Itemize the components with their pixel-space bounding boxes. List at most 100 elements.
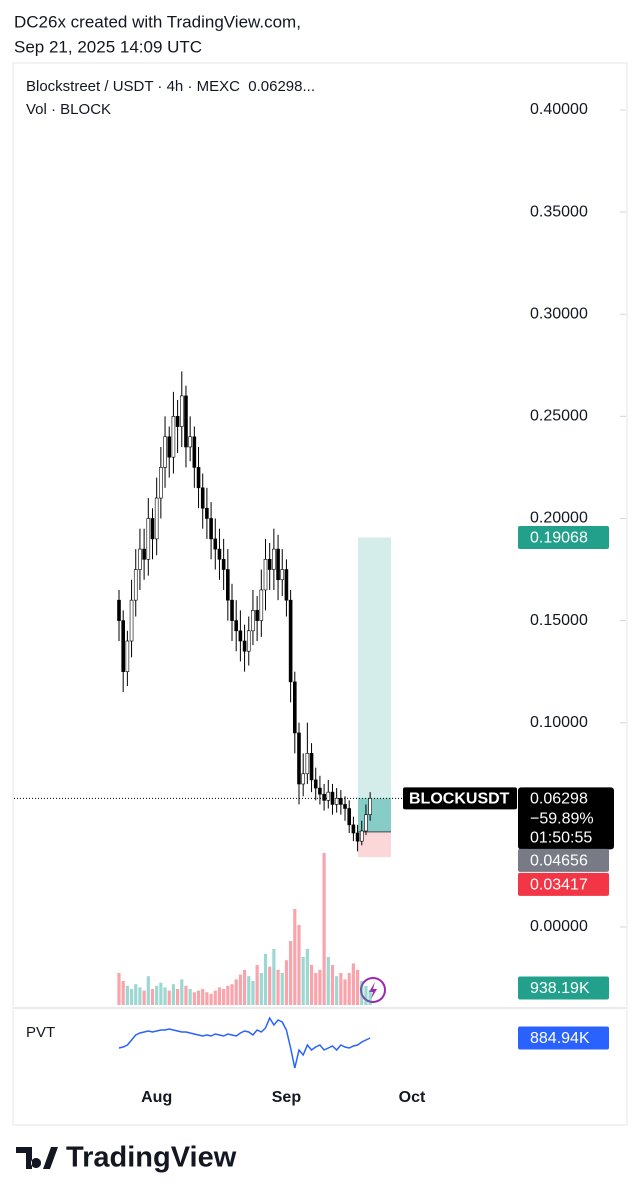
y-tick-label: 0.25000 xyxy=(530,408,588,425)
volume-bar xyxy=(343,979,347,1005)
y-tick-label: 0.20000 xyxy=(530,510,588,527)
volume-bar xyxy=(201,989,205,1005)
candle-body xyxy=(305,753,310,775)
volume-bar xyxy=(305,949,309,1005)
candle-body xyxy=(129,599,134,642)
candle-body xyxy=(117,599,121,621)
volume-bar xyxy=(318,969,322,1005)
candle-body xyxy=(347,808,352,826)
y-tick-label: 0.35000 xyxy=(530,203,588,220)
x-tick-label: Aug xyxy=(141,1089,172,1106)
candle-body xyxy=(184,395,188,448)
pvt-tag-label: 884.94K xyxy=(530,1030,590,1047)
y-tick-label: 0.00000 xyxy=(530,918,588,935)
header-line: Sep 21, 2025 14:09 UTC xyxy=(14,37,202,56)
volume-bar xyxy=(209,993,213,1005)
countdown-label: 01:50:55 xyxy=(530,830,592,847)
candle-body xyxy=(272,548,276,570)
volume-bar xyxy=(255,965,259,1005)
stop-price-tag: 0.03417 xyxy=(518,872,609,896)
alert-icon xyxy=(360,977,386,1003)
volume-bar xyxy=(242,969,247,1005)
candle-body xyxy=(368,798,372,815)
volume-bar xyxy=(129,989,134,1005)
candle-body xyxy=(318,787,322,795)
candle-body xyxy=(309,753,314,781)
candle-body xyxy=(192,436,197,468)
volume-bar xyxy=(276,969,280,1005)
y-tick-label: 0.10000 xyxy=(530,714,588,731)
volume-bar xyxy=(146,976,150,1005)
candle-body xyxy=(217,548,222,560)
volume-bar xyxy=(125,985,129,1005)
volume-bar xyxy=(297,925,301,1005)
change-label: −59.89% xyxy=(530,811,594,828)
volume-bar xyxy=(234,979,238,1005)
stop-price-tag-box xyxy=(518,872,609,896)
volume-bar xyxy=(167,990,171,1005)
volume-bar xyxy=(272,949,276,1005)
candle-body xyxy=(288,599,293,683)
volume-bar xyxy=(134,984,138,1005)
volume-bar xyxy=(259,973,263,1005)
candle-body xyxy=(142,548,146,560)
volume-bar xyxy=(176,989,180,1005)
candle-body xyxy=(263,559,268,591)
candle-body xyxy=(146,518,151,560)
candle-body xyxy=(351,824,356,834)
candle-body xyxy=(226,569,230,601)
volume-tag-label: 938.19K xyxy=(530,980,590,997)
pvt-legend: PVT xyxy=(26,1024,55,1041)
logo-icon xyxy=(16,1147,58,1169)
volume-bar xyxy=(142,990,146,1005)
volume-bar xyxy=(347,973,351,1005)
chart-frame xyxy=(12,62,628,1126)
volume-bar xyxy=(355,969,360,1005)
volume-tag-box xyxy=(518,976,609,1000)
pvt-tag-box xyxy=(518,1026,609,1050)
volume-bar xyxy=(121,981,125,1005)
volume-bar xyxy=(184,985,188,1005)
volume-bar xyxy=(263,953,268,1005)
candle-body xyxy=(334,797,339,805)
last-price-tag xyxy=(518,787,614,850)
candle-body xyxy=(313,779,318,789)
pvt-line xyxy=(118,1016,371,1069)
volume-bar xyxy=(213,990,217,1005)
volume-bar xyxy=(301,957,305,1005)
alert-bolt xyxy=(369,982,377,999)
y-tick-label: 0.15000 xyxy=(530,612,588,629)
candle-body xyxy=(171,416,176,458)
volume-bar xyxy=(196,990,201,1005)
volume-tag: 938.19K xyxy=(518,976,609,1000)
candle-body xyxy=(280,569,285,581)
candle-body xyxy=(150,518,155,540)
volume-bar xyxy=(330,965,335,1005)
candle-body xyxy=(133,569,138,601)
volume-bar xyxy=(322,853,326,1005)
volume-bar xyxy=(326,957,330,1005)
candle-body xyxy=(355,832,360,842)
candle-body xyxy=(196,467,201,489)
volume-bar xyxy=(188,989,192,1005)
volume-bar xyxy=(268,966,272,1005)
candle-body xyxy=(179,395,184,427)
volume-bar xyxy=(159,982,163,1005)
volume-bar xyxy=(339,973,343,1005)
target-price-tag: 0.19068 xyxy=(518,526,609,550)
candle-body xyxy=(234,620,238,632)
volume-bar xyxy=(117,973,121,1005)
chart-title: Blockstreet / USDT · 4h · MEXC 0.06298..… xyxy=(26,78,315,95)
x-tick-label: Oct xyxy=(399,1089,426,1106)
candle-body xyxy=(284,569,289,601)
candle-body xyxy=(159,467,163,499)
candle-body xyxy=(175,416,180,427)
candle-body xyxy=(163,436,167,468)
candle-body xyxy=(267,559,272,570)
candle-body xyxy=(251,610,255,632)
volume-bar xyxy=(226,985,230,1005)
volume-bar xyxy=(163,987,167,1005)
candle-body xyxy=(221,559,226,570)
candle-body xyxy=(339,797,343,805)
